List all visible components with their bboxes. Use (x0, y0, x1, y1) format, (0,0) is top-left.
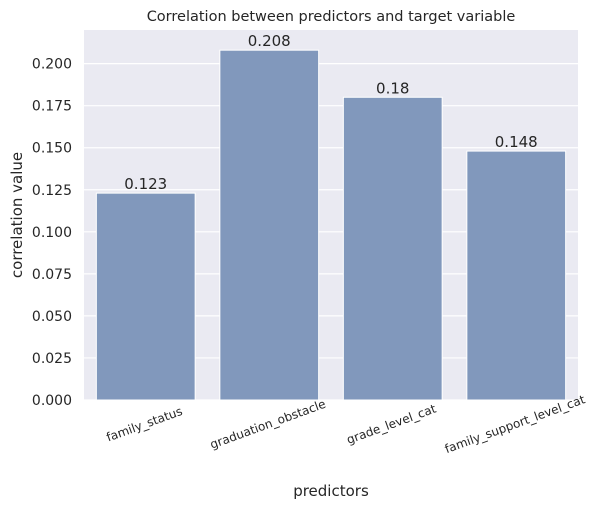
x-tick-label: family_support_level_cat (443, 392, 587, 456)
x-tick-label: family_status (104, 404, 184, 444)
y-tick-label: 0.025 (32, 351, 72, 367)
bar (95, 192, 196, 401)
x-tick-label: graduation_obstacle (208, 397, 327, 452)
value-label: 0.148 (495, 133, 538, 151)
y-tick-label: 0.050 (32, 309, 72, 325)
value-label: 0.18 (376, 79, 409, 97)
bar (342, 96, 443, 401)
y-tick-label: 0.075 (32, 267, 72, 283)
y-tick-label: 0.100 (32, 225, 72, 241)
bars (95, 49, 567, 401)
x-tick-label: grade_level_cat (345, 401, 438, 446)
y-tick-label: 0.000 (32, 393, 72, 409)
y-tick-label: 0.175 (32, 99, 72, 115)
value-label: 0.208 (248, 32, 291, 50)
bar (219, 49, 320, 401)
y-tick-label: 0.150 (32, 141, 72, 157)
chart-title: Correlation between predictors and targe… (147, 9, 516, 25)
value-label: 0.123 (124, 175, 167, 193)
y-tick-label: 0.200 (32, 57, 72, 73)
y-axis-label: correlation value (8, 152, 26, 278)
y-tick-labels: 0.000 0.025 0.050 0.075 0.100 0.125 0.150 0.175… (32, 57, 72, 409)
x-tick-labels: family_status graduation_obstacle grade_le… (104, 392, 587, 456)
y-tick-label: 0.125 (32, 183, 72, 199)
x-axis-label: predictors (293, 482, 369, 500)
bar (466, 150, 567, 401)
value-labels: 0.123 0.208 0.18 0.148 (124, 32, 537, 193)
